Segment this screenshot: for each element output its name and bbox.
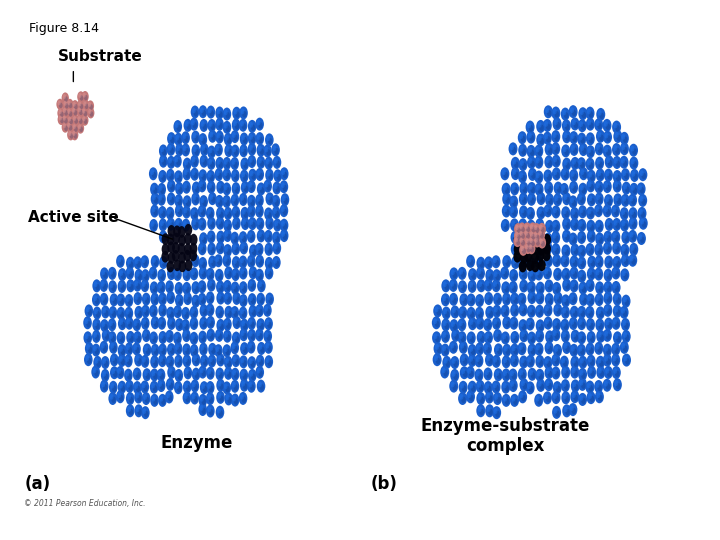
Text: Figure 8.14: Figure 8.14 — [29, 22, 99, 35]
Text: Substrate: Substrate — [58, 49, 143, 64]
Text: (a): (a) — [24, 475, 50, 492]
Text: Enzyme-substrate
complex: Enzyme-substrate complex — [420, 416, 590, 455]
Text: © 2011 Pearson Education, Inc.: © 2011 Pearson Education, Inc. — [24, 499, 146, 508]
Text: Enzyme: Enzyme — [161, 435, 233, 453]
Text: (b): (b) — [370, 475, 397, 492]
Text: Active site: Active site — [27, 210, 118, 225]
